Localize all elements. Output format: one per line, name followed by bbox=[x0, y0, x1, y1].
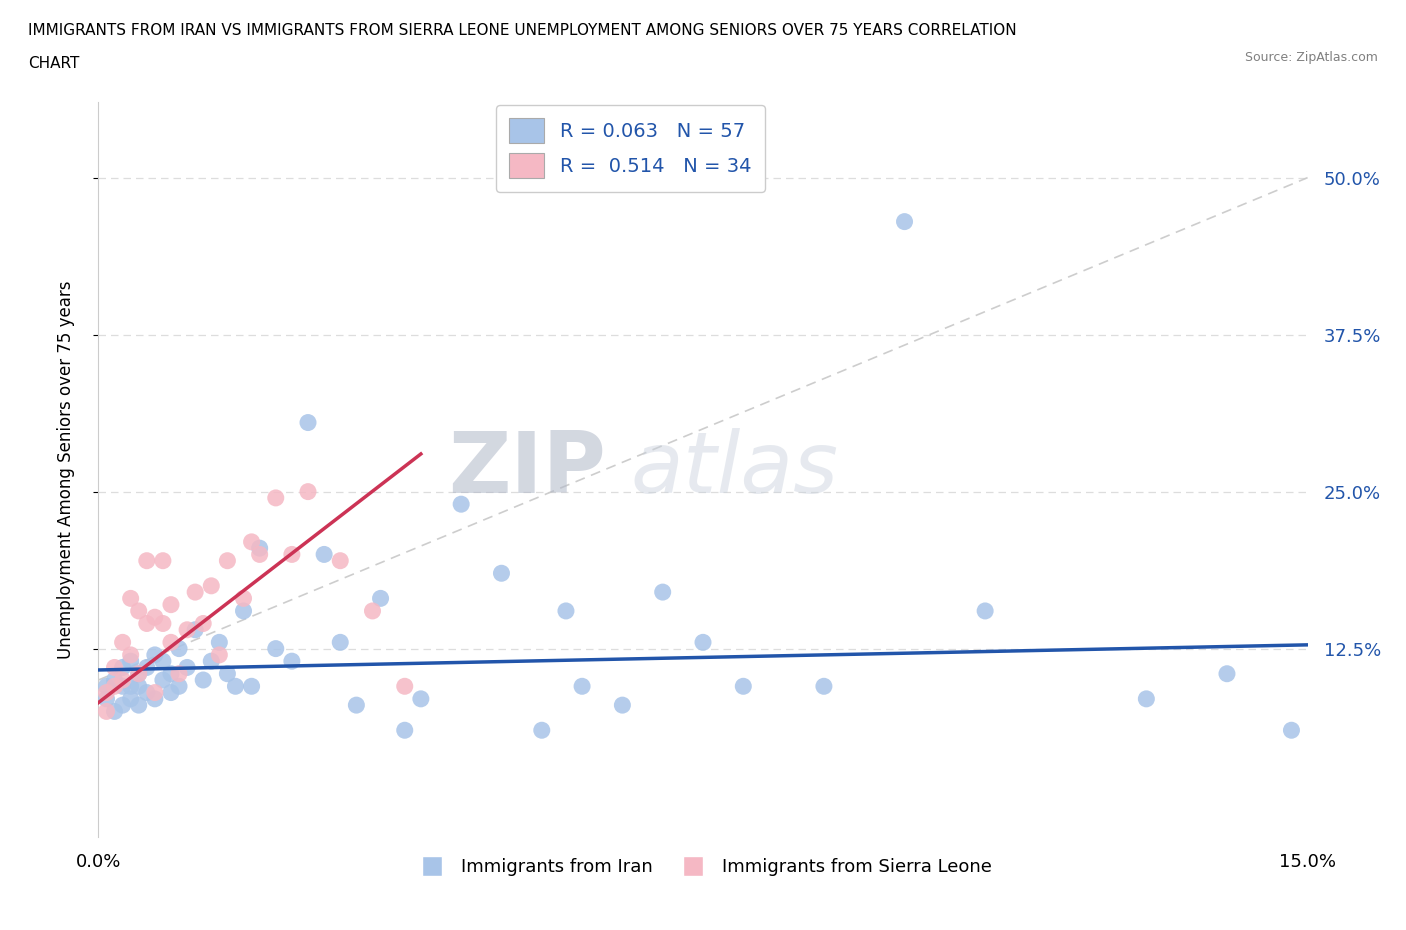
Point bbox=[111, 679, 134, 694]
Point bbox=[120, 691, 142, 706]
Point bbox=[264, 490, 287, 505]
Point bbox=[111, 698, 134, 712]
Point bbox=[344, 698, 367, 712]
Point bbox=[240, 535, 263, 550]
Point bbox=[103, 672, 125, 687]
Text: IMMIGRANTS FROM IRAN VS IMMIGRANTS FROM SIERRA LEONE UNEMPLOYMENT AMONG SENIORS : IMMIGRANTS FROM IRAN VS IMMIGRANTS FROM … bbox=[28, 23, 1017, 38]
Text: ZIP: ZIP bbox=[449, 428, 606, 512]
Point bbox=[176, 660, 198, 675]
Point bbox=[297, 415, 319, 430]
Point bbox=[160, 635, 183, 650]
Point bbox=[733, 679, 755, 694]
Point bbox=[143, 610, 166, 625]
Point bbox=[224, 679, 246, 694]
Point bbox=[240, 679, 263, 694]
Point bbox=[974, 604, 997, 618]
Point bbox=[264, 641, 287, 656]
Point bbox=[1281, 723, 1303, 737]
Point bbox=[128, 604, 150, 618]
Point bbox=[152, 553, 174, 568]
Point bbox=[297, 485, 319, 499]
Point bbox=[160, 597, 183, 612]
Y-axis label: Unemployment Among Seniors over 75 years: Unemployment Among Seniors over 75 years bbox=[56, 281, 75, 658]
Point bbox=[143, 647, 166, 662]
Text: atlas: atlas bbox=[630, 428, 838, 512]
Point bbox=[128, 666, 150, 681]
Point bbox=[200, 654, 222, 669]
Point bbox=[160, 666, 183, 681]
Point bbox=[329, 635, 352, 650]
Point bbox=[96, 704, 118, 719]
Point bbox=[208, 635, 231, 650]
Point bbox=[1135, 691, 1157, 706]
Point bbox=[103, 660, 125, 675]
Point bbox=[450, 497, 472, 512]
Point bbox=[96, 685, 118, 700]
Point bbox=[152, 672, 174, 687]
Point bbox=[184, 585, 207, 600]
Point bbox=[160, 685, 183, 700]
Point bbox=[217, 666, 239, 681]
Point bbox=[208, 647, 231, 662]
Point bbox=[409, 691, 432, 706]
Point bbox=[200, 578, 222, 593]
Point bbox=[135, 616, 157, 631]
Point bbox=[249, 547, 271, 562]
Point bbox=[128, 666, 150, 681]
Point bbox=[555, 604, 578, 618]
Point bbox=[167, 666, 190, 681]
Point bbox=[103, 679, 125, 694]
Point bbox=[103, 704, 125, 719]
Point bbox=[281, 654, 304, 669]
Point bbox=[193, 616, 215, 631]
Point bbox=[394, 679, 416, 694]
Point bbox=[530, 723, 553, 737]
Point bbox=[143, 685, 166, 700]
Point bbox=[120, 591, 142, 605]
Text: CHART: CHART bbox=[28, 56, 80, 71]
Point bbox=[692, 635, 714, 650]
Point bbox=[651, 585, 673, 600]
Point bbox=[571, 679, 593, 694]
Point bbox=[152, 654, 174, 669]
Point bbox=[128, 679, 150, 694]
Point bbox=[120, 647, 142, 662]
Point bbox=[120, 679, 142, 694]
Point bbox=[135, 553, 157, 568]
Point bbox=[111, 660, 134, 675]
Point bbox=[281, 547, 304, 562]
Point bbox=[96, 679, 118, 694]
Point bbox=[394, 723, 416, 737]
Legend: Immigrants from Iran, Immigrants from Sierra Leone: Immigrants from Iran, Immigrants from Si… bbox=[408, 851, 998, 884]
Point bbox=[143, 691, 166, 706]
Point bbox=[612, 698, 634, 712]
Point bbox=[329, 553, 352, 568]
Point bbox=[1216, 666, 1239, 681]
Point bbox=[152, 616, 174, 631]
Point bbox=[361, 604, 384, 618]
Point bbox=[314, 547, 336, 562]
Point bbox=[111, 635, 134, 650]
Point bbox=[370, 591, 392, 605]
Point bbox=[232, 591, 254, 605]
Point bbox=[193, 672, 215, 687]
Point bbox=[167, 679, 190, 694]
Point bbox=[893, 214, 915, 229]
Point bbox=[120, 654, 142, 669]
Point bbox=[176, 622, 198, 637]
Point bbox=[491, 565, 513, 580]
Point bbox=[128, 698, 150, 712]
Point bbox=[249, 540, 271, 555]
Point bbox=[167, 641, 190, 656]
Point bbox=[217, 553, 239, 568]
Point bbox=[135, 660, 157, 675]
Point bbox=[96, 691, 118, 706]
Point bbox=[111, 672, 134, 687]
Point bbox=[232, 604, 254, 618]
Point bbox=[813, 679, 835, 694]
Point bbox=[184, 622, 207, 637]
Text: Source: ZipAtlas.com: Source: ZipAtlas.com bbox=[1244, 51, 1378, 64]
Point bbox=[135, 685, 157, 700]
